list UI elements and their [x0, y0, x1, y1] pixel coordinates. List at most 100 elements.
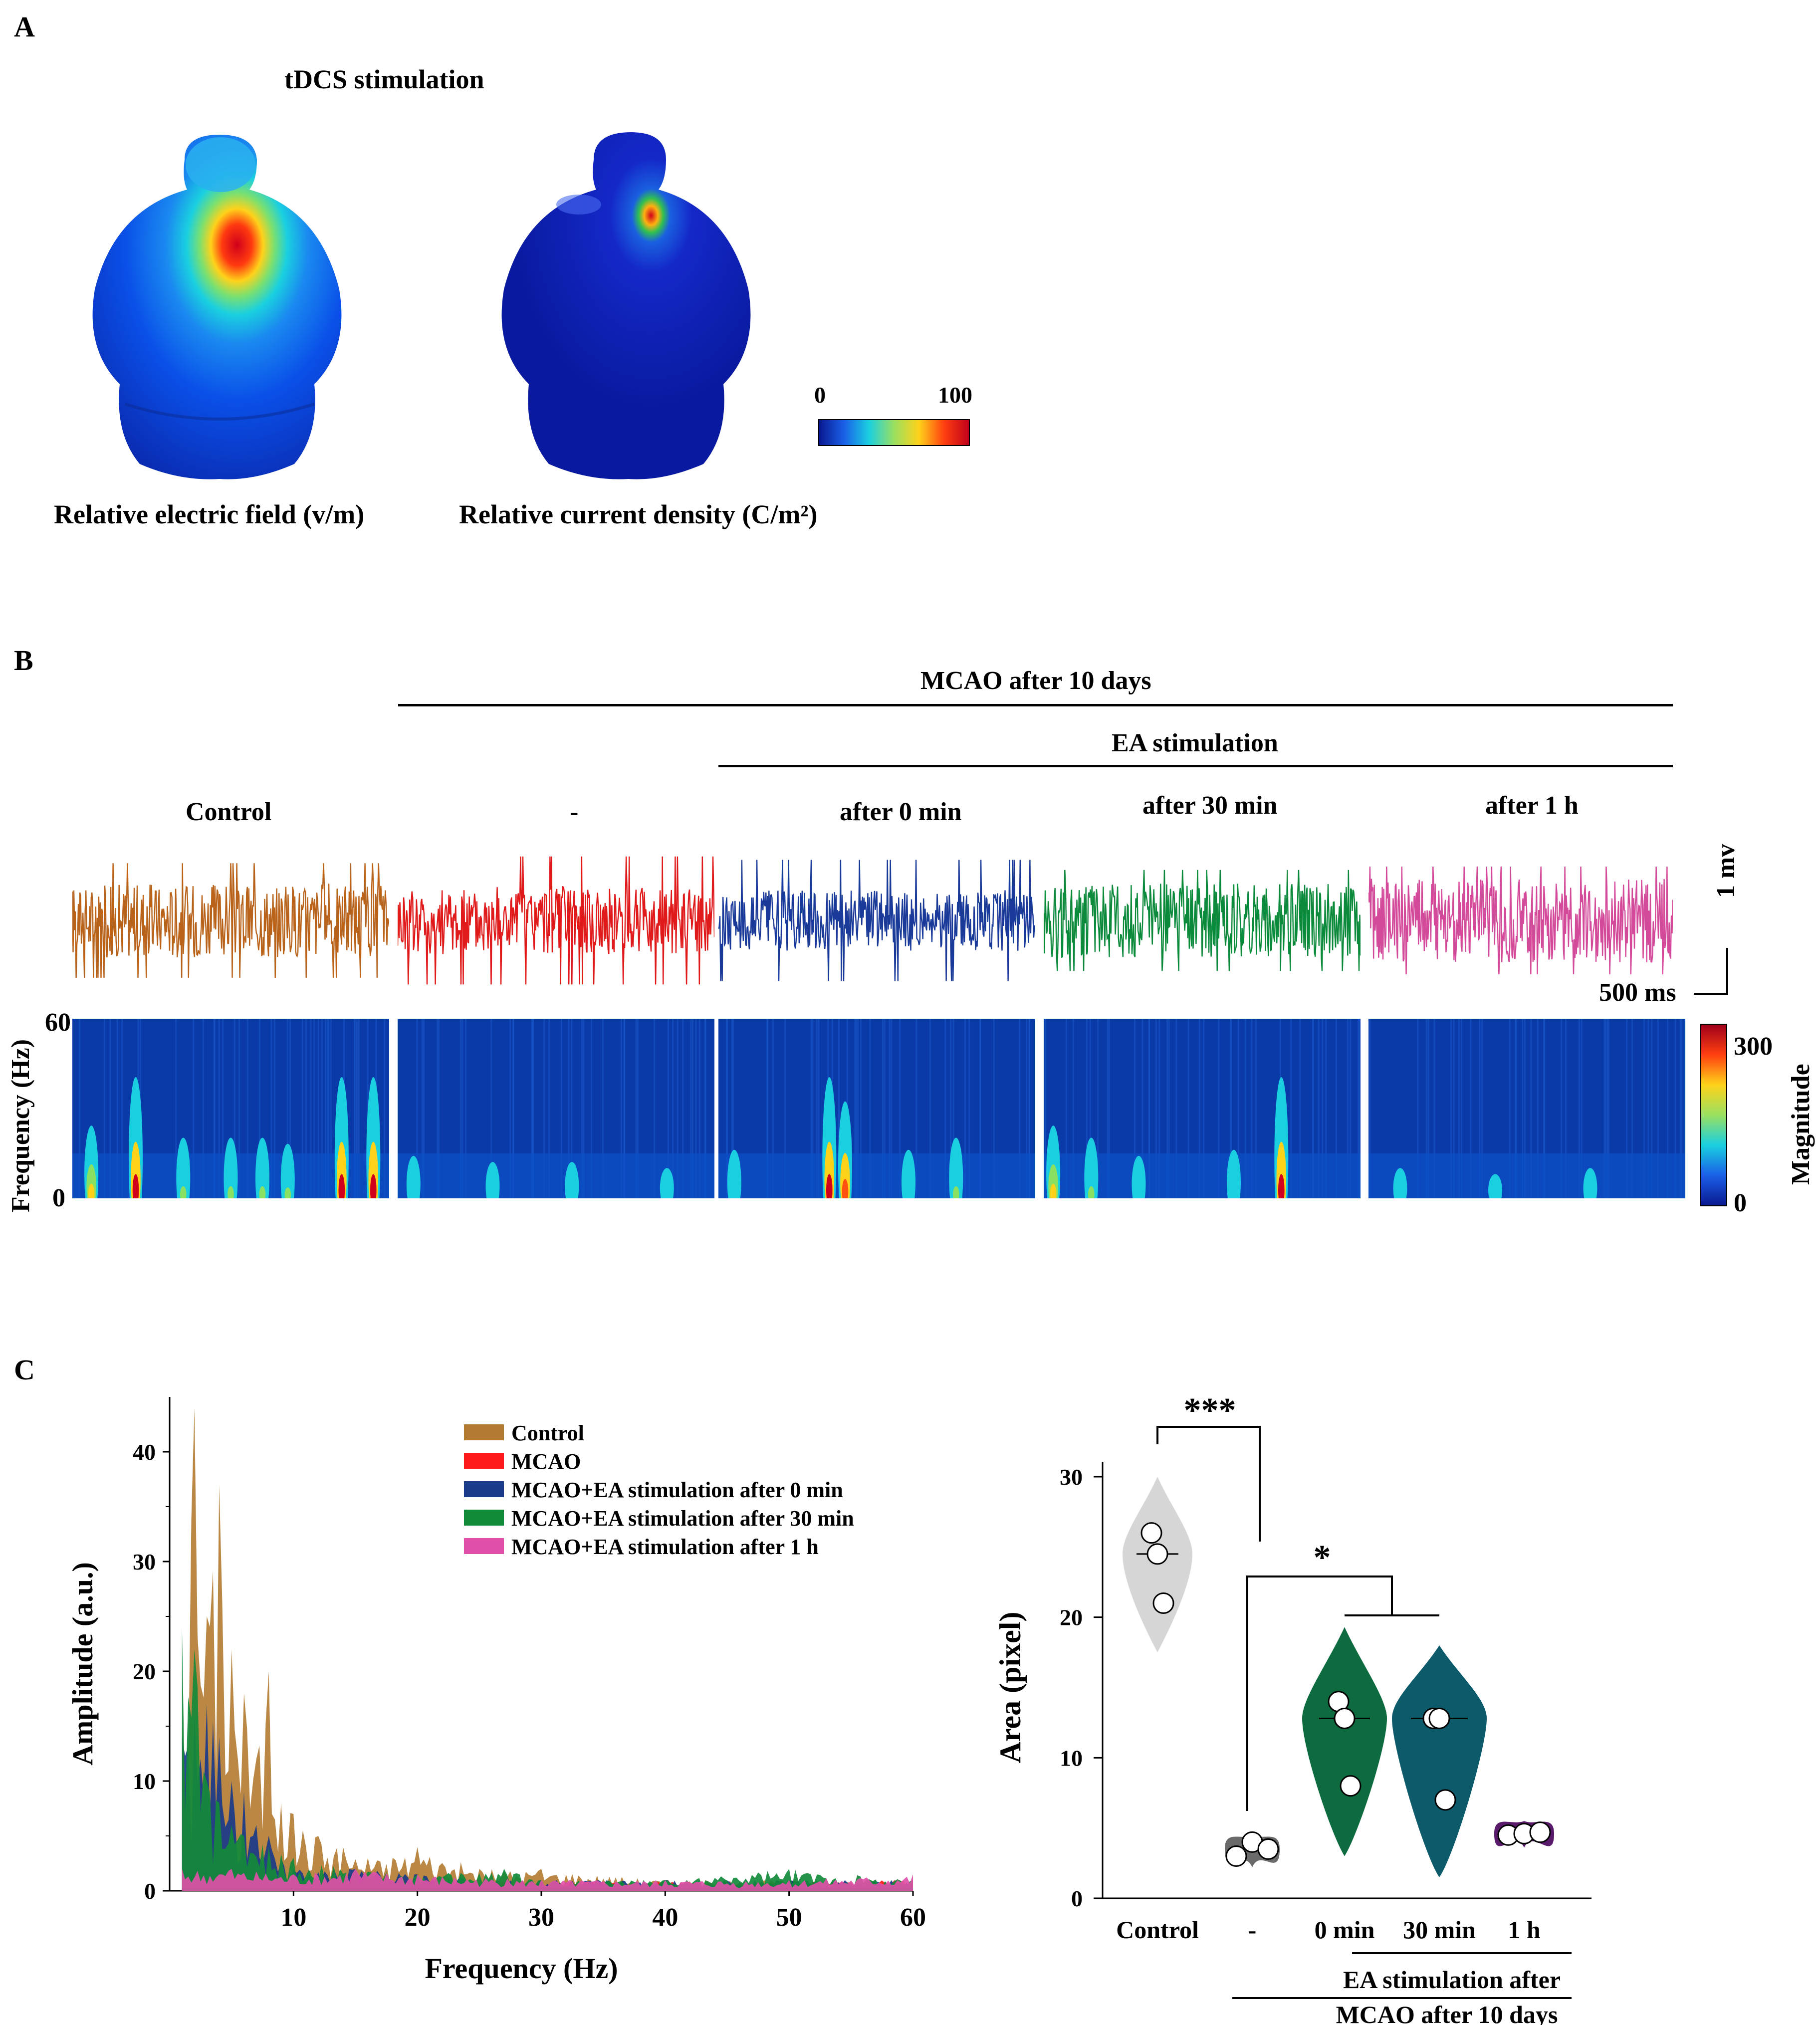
- spectrogram-streak: [568, 1019, 570, 1198]
- spectrogram-streak: [274, 1019, 275, 1198]
- spectrogram-streak: [1175, 1019, 1177, 1198]
- spectrogram-streak: [952, 1019, 954, 1198]
- spectrogram-streak: [289, 1019, 291, 1198]
- spectrogram-streak: [979, 1019, 981, 1198]
- spectrogram-streak: [637, 1019, 639, 1198]
- spectrogram-streak: [460, 1019, 461, 1198]
- spectrogram-streak: [1603, 1019, 1605, 1198]
- spectrogram-streak: [1065, 1019, 1067, 1198]
- spectrogram-streak: [1470, 1019, 1472, 1198]
- spectrogram-streak: [543, 1019, 545, 1198]
- spectrogram-streak: [1679, 1019, 1681, 1198]
- eeg-trace-30min: [1044, 870, 1361, 971]
- scale-bar-horizontal: [1694, 993, 1728, 995]
- spectrogram-control: [72, 1019, 389, 1198]
- spectrogram-streak: [461, 1019, 463, 1198]
- spectrogram-streak: [1089, 1019, 1091, 1198]
- spectrogram-streak: [690, 1019, 692, 1198]
- eeg-trace-1h: [1368, 866, 1673, 975]
- spectrogram-streak: [891, 1019, 893, 1198]
- spectrogram-streak: [1255, 1019, 1257, 1198]
- condition-label-0min: after 0 min: [840, 798, 962, 826]
- group-label-ea: EA stimulation after: [1343, 1966, 1561, 1994]
- area-y-tick-label: 40: [133, 1439, 156, 1465]
- spectrogram-streak: [1350, 1019, 1352, 1198]
- area-y-tick-label: 30: [133, 1549, 156, 1575]
- spectrogram-burst: [410, 1190, 417, 1198]
- spectrogram-streak: [581, 1019, 583, 1198]
- spectrogram-streak: [1203, 1019, 1205, 1198]
- spectrogram-streak: [854, 1019, 856, 1198]
- spectrogram-streak: [233, 1019, 235, 1198]
- spectrogram-streak: [968, 1019, 970, 1198]
- spectrogram-burst: [1587, 1192, 1593, 1198]
- scale-bar-horizontal-label: 500 ms: [1599, 978, 1676, 1007]
- spectrogram-streak: [1651, 1019, 1653, 1198]
- spectrogram-streak: [1667, 1019, 1669, 1198]
- spectrogram-streak: [944, 1019, 946, 1198]
- spectrogram-streak: [325, 1019, 327, 1198]
- spectrogram-streak: [812, 1019, 814, 1198]
- condition-label-30min: after 30 min: [1142, 791, 1278, 820]
- eeg-trace-0min: [718, 860, 1035, 981]
- spectrogram-streak: [1168, 1019, 1170, 1198]
- violin-point: [1146, 1543, 1168, 1565]
- violin-y-tick-label: 20: [1060, 1605, 1083, 1630]
- spectrogram-streak: [855, 1019, 857, 1198]
- spectrogram-burst: [731, 1188, 738, 1198]
- spectrogram-streak: [772, 1019, 774, 1198]
- colorbar-a-min: 0: [814, 382, 826, 408]
- spectrogram-streak: [1347, 1019, 1349, 1198]
- spectrogram-burst: [905, 1188, 912, 1198]
- electric-field-brain-image: [92, 135, 342, 479]
- spectrogram-streak: [1218, 1019, 1220, 1198]
- spectrogram-streak: [270, 1019, 272, 1198]
- spectrogram-streak: [1108, 1019, 1110, 1198]
- spectrogram-streak: [1578, 1019, 1580, 1198]
- spectrogram-burst: [489, 1191, 496, 1198]
- spectrogram-streak: [726, 1019, 728, 1198]
- violin-category-label: -: [1248, 1916, 1257, 1944]
- legend-swatch: [464, 1510, 504, 1526]
- spectrogram-streak: [116, 1019, 118, 1198]
- spectrogram-streak: [1019, 1019, 1021, 1198]
- amplitude-spectrum-chart: 0 10 20 30 40 10 20 30 40 50 60 Frequency (Hz) Ampli…: [66, 1397, 926, 1985]
- spectrogram-streak: [1481, 1019, 1483, 1198]
- spectrogram-streak: [668, 1019, 669, 1198]
- condition-label-control: Control: [186, 798, 272, 826]
- spectrogram-streak: [695, 1019, 697, 1198]
- spectrogram-burst: [370, 1174, 377, 1198]
- spectrogram-streak: [330, 1019, 332, 1198]
- area-x-tick-label: 10: [280, 1903, 306, 1932]
- violin-category-label: 0 min: [1315, 1916, 1375, 1944]
- spectrogram-streak: [1515, 1019, 1517, 1198]
- current-density-caption: Relative current density (C/m²): [459, 499, 818, 529]
- spectrogram-streak: [1097, 1019, 1099, 1198]
- spectrogram-streak: [1537, 1019, 1539, 1198]
- area-x-tick-label: 40: [652, 1903, 678, 1932]
- spectrogram-streak: [732, 1019, 734, 1198]
- spectrogram-streak: [1244, 1019, 1246, 1198]
- spectrogram-streak: [531, 1019, 532, 1198]
- area-y-tick-label: 10: [133, 1769, 156, 1794]
- spectrogram-streak: [590, 1019, 592, 1198]
- violin-point: [1257, 1838, 1279, 1860]
- panel-a-label: A: [14, 10, 35, 43]
- spectrogram-colorbar-min: 0: [1734, 1189, 1747, 1217]
- spectrogram-streak: [1107, 1019, 1109, 1198]
- spectrogram-streak: [1325, 1019, 1327, 1198]
- spectrogram-streak: [1198, 1019, 1200, 1198]
- spectrogram-streak: [1450, 1019, 1452, 1198]
- spectrogram-streak: [512, 1019, 514, 1198]
- area-x-tick-label: 60: [900, 1903, 926, 1932]
- spectrogram-streak: [1515, 1019, 1517, 1198]
- spectrogram-streak: [1230, 1019, 1232, 1198]
- spectrogram-colorbar-max: 300: [1734, 1032, 1773, 1061]
- area-violin-chart: 0 10 20 30 Area (pixel) Control - 0 min 30 min 1 …: [994, 1391, 1592, 2025]
- violin-point: [1225, 1845, 1247, 1867]
- spectrogram-burst: [1136, 1190, 1142, 1198]
- spectrogram-streak: [1631, 1019, 1633, 1198]
- spectrogram-streak: [305, 1019, 307, 1198]
- spectrogram-streak: [465, 1019, 467, 1198]
- spectrogram-streak: [1606, 1019, 1608, 1198]
